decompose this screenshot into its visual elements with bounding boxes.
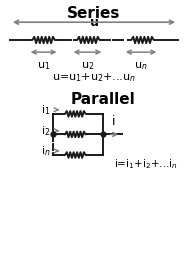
Text: i$_1$: i$_1$: [41, 103, 50, 117]
Text: Series: Series: [67, 6, 121, 21]
Text: i=i$_1$+i$_2$+...i$_n$: i=i$_1$+i$_2$+...i$_n$: [114, 157, 178, 171]
Text: i$_n$: i$_n$: [41, 144, 50, 158]
Text: u=u$_1$+u$_2$+...u$_n$: u=u$_1$+u$_2$+...u$_n$: [52, 71, 136, 84]
Text: u$_2$: u$_2$: [81, 61, 94, 72]
Text: u$_1$: u$_1$: [37, 61, 50, 72]
Text: i: i: [112, 115, 115, 128]
Text: Parallel: Parallel: [71, 92, 136, 107]
Text: u$_n$: u$_n$: [134, 61, 148, 72]
Text: u: u: [89, 16, 99, 29]
Text: i$_2$: i$_2$: [41, 124, 50, 138]
